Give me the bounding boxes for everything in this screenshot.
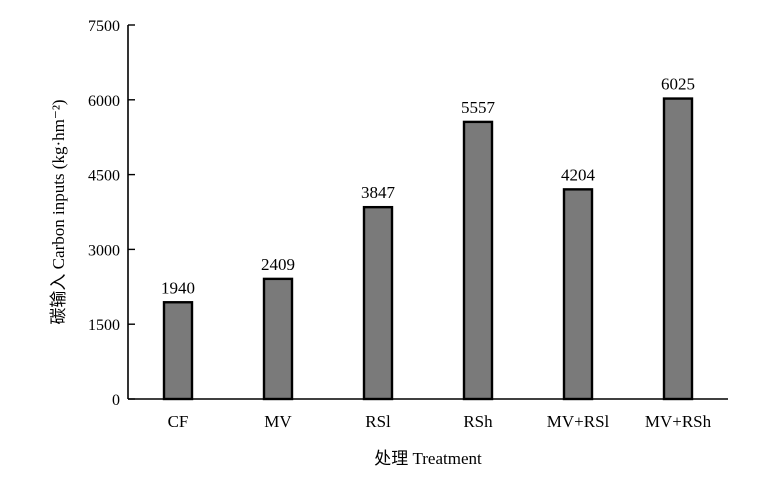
x-tick-label: CF xyxy=(168,412,189,431)
y-tick-label: 3000 xyxy=(88,242,120,259)
x-tick-label: RSh xyxy=(463,412,493,431)
data-label: 1940 xyxy=(161,278,195,297)
data-label: 3847 xyxy=(361,183,396,202)
y-tick-label: 1500 xyxy=(88,317,120,334)
y-axis: 0 1500 3000 4500 6000 7500 xyxy=(88,18,135,409)
bars xyxy=(162,97,694,401)
y-tick-label: 0 xyxy=(112,392,120,409)
y-tick-label: 4500 xyxy=(88,168,120,185)
bar xyxy=(362,205,394,401)
x-tick-label: MV+RSl xyxy=(547,412,610,431)
x-tick-label: RSl xyxy=(365,412,391,431)
x-tick-label: MV xyxy=(264,412,292,431)
data-label: 4204 xyxy=(561,165,596,184)
y-axis-title: 碳输入 Carbon inputs (kg·hm⁻²) xyxy=(49,99,68,324)
data-label: 2409 xyxy=(261,255,295,274)
bar xyxy=(262,277,294,401)
x-axis-title: 处理 Treatment xyxy=(374,449,482,468)
y-tick-label: 6000 xyxy=(88,93,120,110)
data-label: 6025 xyxy=(661,75,695,94)
y-tick-label: 7500 xyxy=(88,18,120,35)
data-label: 5557 xyxy=(461,98,496,117)
bar xyxy=(662,97,694,401)
bar xyxy=(562,188,594,401)
bar xyxy=(162,301,194,401)
bar xyxy=(462,120,494,401)
x-tick-label: MV+RSh xyxy=(645,412,712,431)
x-axis: CF MV RSl RSh MV+RSl MV+RSh xyxy=(128,392,728,431)
data-labels: 1940 2409 3847 5557 4204 6025 xyxy=(161,75,695,298)
